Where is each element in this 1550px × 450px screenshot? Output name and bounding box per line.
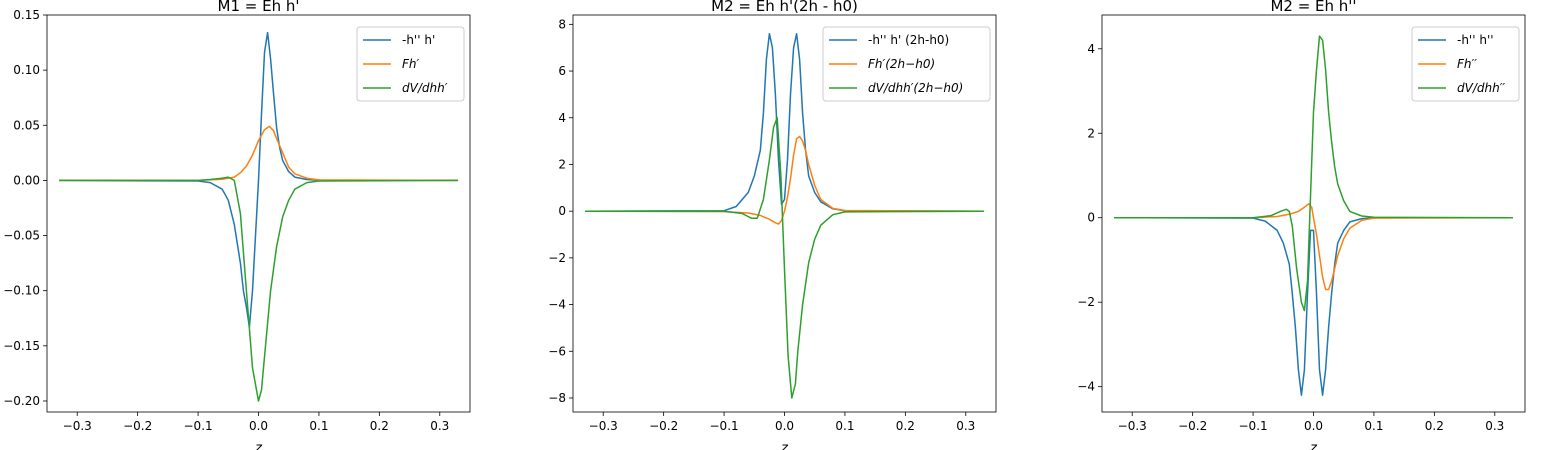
subplot-1: −0.3 −0.2 −0.1 0.0 0.1 0.2 0.3 −0.20 −0.15 −0.10 −…	[3, 0, 471, 450]
legend-label: Fh′	[402, 57, 420, 71]
y-tick-label: 2	[1087, 126, 1095, 140]
x-tick-label: 0.2	[896, 419, 915, 433]
x-tick-label: 0.2	[370, 419, 389, 433]
y-tick-label: 4	[558, 111, 566, 125]
x-tick-label: −0.2	[1178, 419, 1207, 433]
subplot-2: −0.3 −0.2 −0.1 0.0 0.1 0.2 0.3 −8 −6 −4 −2 0 2 4 6 8 M2 …	[548, 0, 997, 450]
series-line-1	[59, 31, 458, 328]
x-tick-label: 0.0	[775, 419, 794, 433]
series-line-1	[585, 32, 984, 212]
y-tick-label: 0.00	[13, 173, 40, 187]
x-tick-label: 0.3	[1485, 419, 1504, 433]
y-tick-label: −4	[548, 298, 566, 312]
y-tick-label: 0	[1087, 211, 1095, 225]
series-line-2	[585, 135, 984, 225]
x-tick-label: −0.3	[589, 419, 618, 433]
x-axis-label: z	[780, 441, 789, 450]
x-tick-label: 0.1	[309, 419, 328, 433]
series-line-2	[59, 125, 458, 182]
y-tick-label: −2	[1077, 295, 1095, 309]
legend: -h'' h'' Fh′′ dV/dhh′′	[1411, 26, 1520, 102]
x-tick-label: 0.0	[249, 419, 268, 433]
x-tick-label: 0.0	[1304, 419, 1323, 433]
x-tick-label: −0.2	[649, 419, 678, 433]
legend-label: Fh′(2h−h0)	[868, 57, 935, 71]
legend-label: dV/dhh′′	[1457, 81, 1505, 95]
y-tick-label: 6	[558, 64, 566, 78]
legend-label: dV/dhh′(2h−h0)	[868, 81, 963, 95]
y-tick-label: −0.20	[3, 394, 40, 408]
legend: -h'' h' Fh′ dV/dhh′	[356, 26, 465, 102]
legend-box	[356, 26, 465, 102]
x-tick-label: −0.2	[123, 419, 152, 433]
y-tick-label: −0.15	[3, 339, 40, 353]
y-tick-label: 0.05	[13, 118, 40, 132]
y-tick-label: 0.10	[13, 63, 40, 77]
x-tick-label: 0.2	[1425, 419, 1444, 433]
y-tick-label: 2	[558, 157, 566, 171]
y-tick-label: −6	[548, 344, 566, 358]
subplot-3: −0.3 −0.2 −0.1 0.0 0.1 0.2 0.3 −4 −2 0 2 4 M2 = Eh h…	[1077, 0, 1526, 450]
y-tick-label: −2	[548, 251, 566, 265]
x-tick-label: 0.3	[956, 419, 975, 433]
legend-box	[822, 26, 991, 102]
y-tick-label: −0.10	[3, 284, 40, 298]
legend-label: -h'' h''	[1457, 33, 1494, 47]
series-line-2	[1114, 203, 1513, 291]
chart-title: M1 = Eh h'	[218, 0, 300, 15]
y-tick-label: 0.15	[13, 8, 40, 22]
x-tick-label: 0.3	[430, 419, 449, 433]
y-tick-label: −8	[548, 391, 566, 405]
series-line-3	[1114, 35, 1513, 312]
legend-label: -h'' h' (2h-h0)	[868, 33, 949, 47]
series-line-3	[585, 117, 984, 399]
legend: -h'' h' (2h-h0) Fh′(2h−h0) dV/dhh′(2h−h0)	[822, 26, 991, 102]
series-line-3	[59, 176, 458, 402]
x-tick-label: −0.1	[710, 419, 739, 433]
chart-title: M2 = Eh h'(2h - h0)	[711, 0, 858, 15]
y-tick-label: 0	[558, 204, 566, 218]
x-tick-label: −0.3	[1118, 419, 1147, 433]
x-tick-label: −0.3	[63, 419, 92, 433]
x-axis-label: z	[254, 441, 263, 450]
x-tick-label: 0.1	[1364, 419, 1383, 433]
y-tick-label: 4	[1087, 42, 1095, 56]
y-tick-label: 8	[558, 17, 566, 31]
legend-label: dV/dhh′	[402, 81, 448, 95]
y-tick-label: −0.05	[3, 229, 40, 243]
x-axis-label: z	[1309, 441, 1318, 450]
chart-title: M2 = Eh h''	[1270, 0, 1356, 15]
legend-box	[1411, 26, 1520, 102]
legend-label: Fh′′	[1457, 57, 1477, 71]
series-line-1	[1114, 216, 1513, 396]
x-tick-label: −0.1	[184, 419, 213, 433]
legend-label: -h'' h'	[402, 33, 435, 47]
x-tick-label: −0.1	[1239, 419, 1268, 433]
x-tick-label: 0.1	[835, 419, 854, 433]
y-tick-label: −4	[1077, 380, 1095, 394]
